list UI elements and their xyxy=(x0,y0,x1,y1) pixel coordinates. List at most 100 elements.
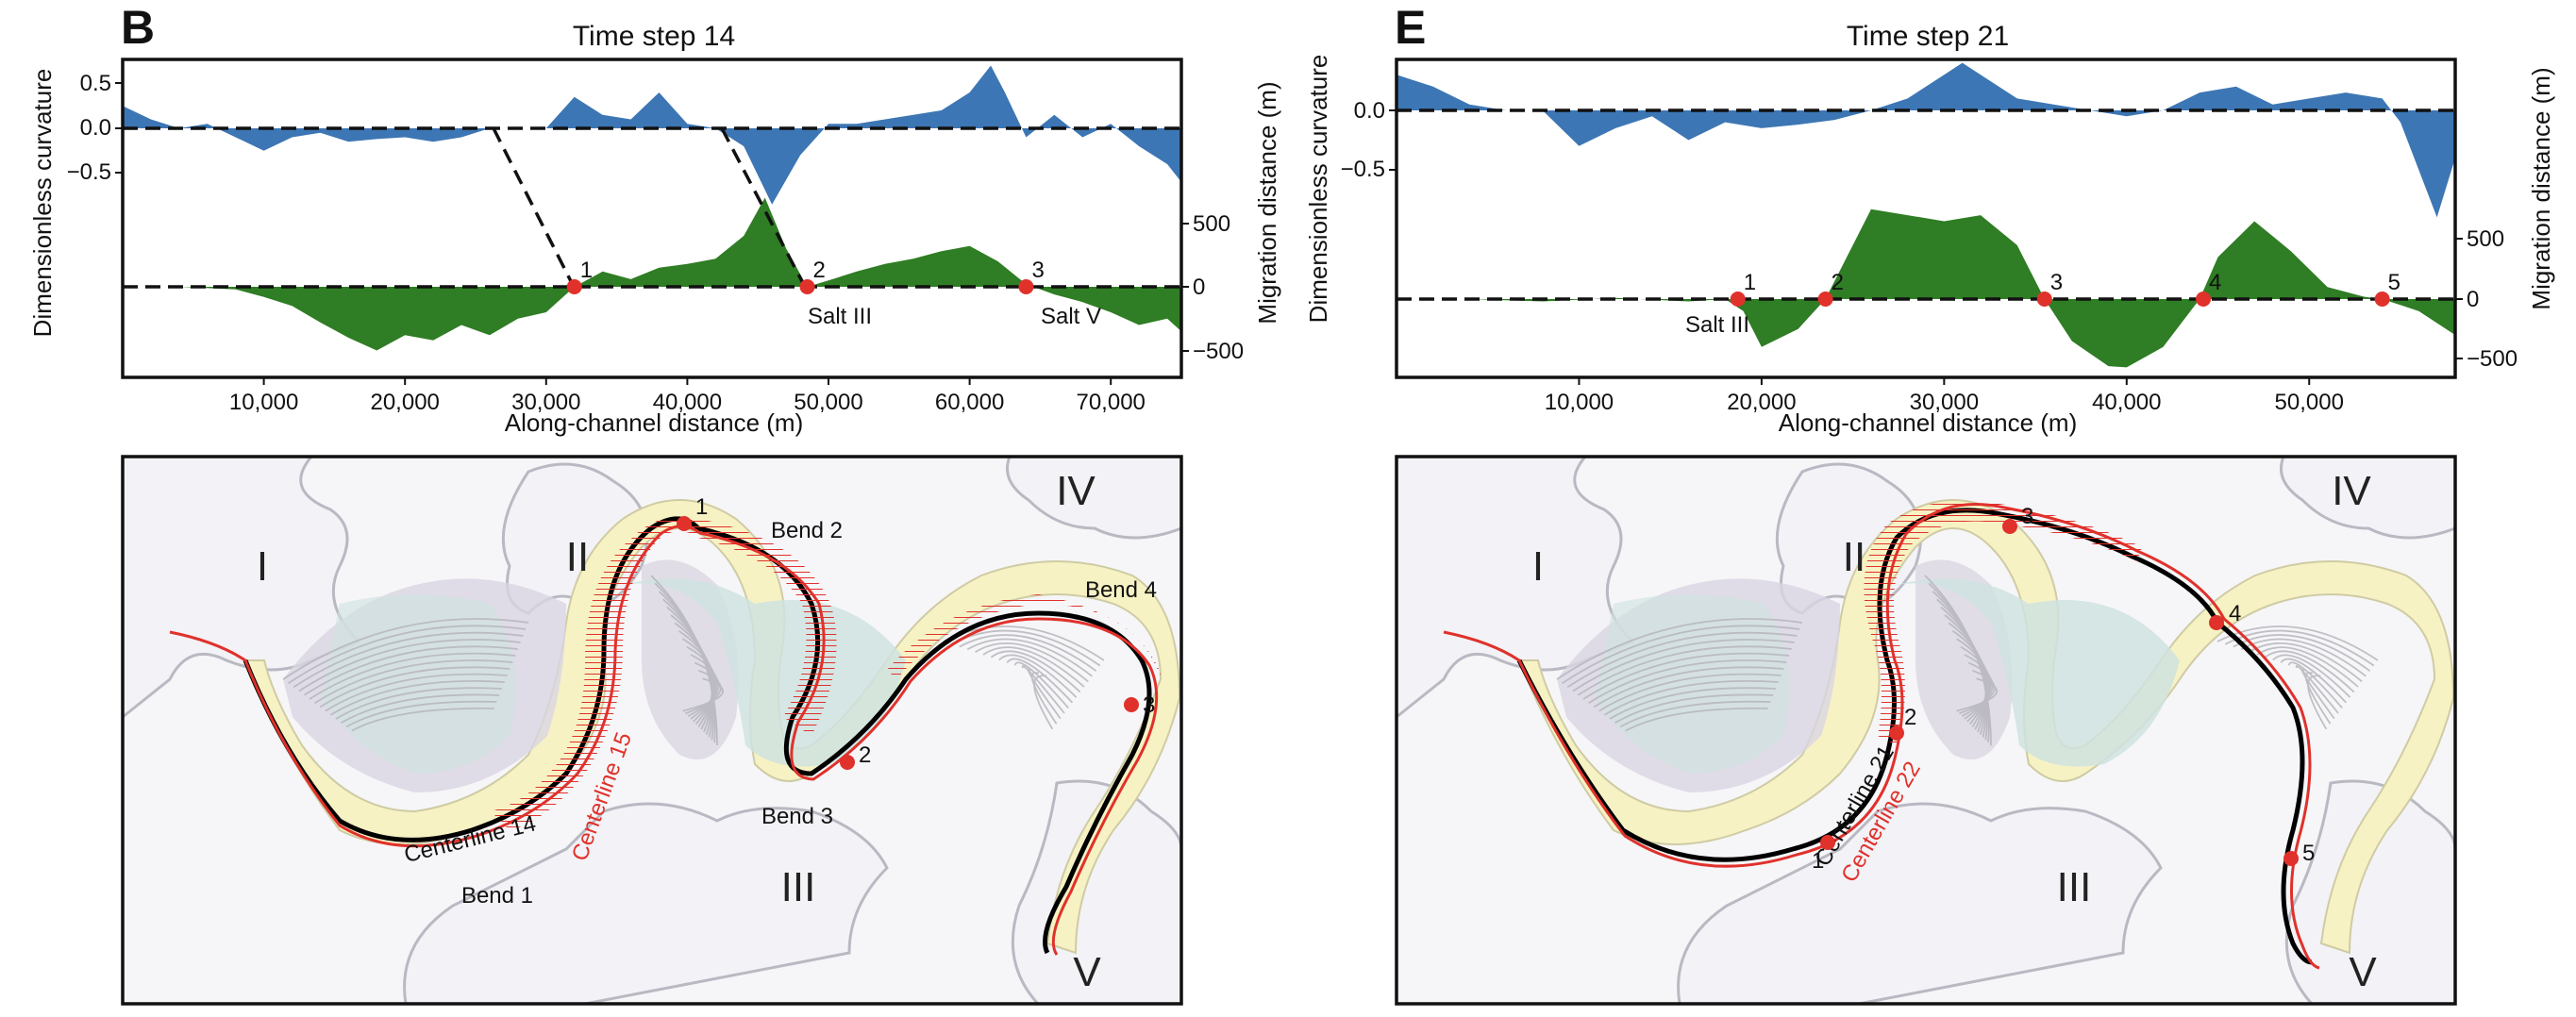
migration-series xyxy=(123,197,1181,351)
scroll-line xyxy=(1006,658,1074,704)
salt-label: Salt V xyxy=(1041,304,1101,329)
panel-letter: B xyxy=(121,1,155,54)
scroll-line xyxy=(341,693,500,724)
map-point xyxy=(2209,615,2224,630)
y-axis-label-left: Dimensionless curvature xyxy=(28,69,57,338)
curvature-series xyxy=(123,65,1181,205)
migration-series xyxy=(1397,208,2455,368)
x-tick-label: 10,000 xyxy=(229,390,298,415)
curvature-ticks: 0.0 −0.5 xyxy=(1341,98,1397,182)
scroll-line xyxy=(2272,654,2351,698)
salt-label-v: V xyxy=(1073,949,1101,995)
x-tick-label: 40,000 xyxy=(653,390,722,415)
map-point xyxy=(1124,697,1139,712)
migration-marker xyxy=(566,279,582,294)
migration-band xyxy=(491,516,1163,830)
map-point xyxy=(1820,835,1835,850)
x-tick-label: 20,000 xyxy=(370,390,439,415)
scroll-line xyxy=(2304,672,2332,725)
map-point xyxy=(2283,851,2299,866)
scroll-line xyxy=(2287,661,2343,709)
scroll-line xyxy=(351,707,494,732)
tick-label: 0.0 xyxy=(80,115,111,141)
x-tick-label: 10,000 xyxy=(1545,390,1614,415)
marker-label: 2 xyxy=(813,258,826,283)
scroll-line xyxy=(1960,645,1991,723)
map-point xyxy=(840,755,855,770)
scroll-line xyxy=(1961,661,1994,717)
scroll-line xyxy=(1556,618,1803,680)
scroll-line xyxy=(1566,631,1798,689)
marker-label: 1 xyxy=(1744,270,1756,295)
scroll-line xyxy=(329,679,505,716)
scroll-line xyxy=(335,687,503,720)
scroll-line xyxy=(975,642,1089,683)
map-point-label: 4 xyxy=(2229,601,2241,626)
salt-body-iii xyxy=(1677,802,2163,1004)
x-ticks: 10,000 20,000 30,000 40,000 50,000 60,000 70,0… xyxy=(229,377,1146,415)
chart-frame xyxy=(121,58,1183,379)
marker-label: 3 xyxy=(2050,270,2063,295)
salt-body-iii xyxy=(403,802,889,1004)
scroll-line xyxy=(1577,645,1792,696)
scroll-line xyxy=(2249,642,2363,683)
scroll-line xyxy=(1021,665,1065,714)
map-point xyxy=(1889,725,1904,741)
map-frame xyxy=(1395,455,2457,1006)
scroll-line xyxy=(2295,665,2339,714)
scroll-line xyxy=(293,631,524,689)
tick-label: −0.5 xyxy=(67,159,111,185)
map-point xyxy=(677,516,692,531)
tick-label: 500 xyxy=(2467,226,2504,252)
tick-label: 0.0 xyxy=(1354,98,1385,124)
scroll-line xyxy=(345,700,497,728)
salt-label-ii: II xyxy=(566,534,589,580)
scroll-line xyxy=(1030,672,1058,725)
tick-label: 0 xyxy=(1193,275,1205,300)
salt-label-i: I xyxy=(257,543,268,590)
y-axis-label-right: Migration distance (m) xyxy=(2527,67,2555,309)
x-axis-label: Along-channel distance (m) xyxy=(505,408,804,437)
scroll-line xyxy=(298,639,521,692)
panel-letter: E xyxy=(1395,1,1426,54)
connector-line xyxy=(720,127,807,288)
scroll-line xyxy=(2224,629,2375,667)
scroll-line xyxy=(1603,679,1779,716)
x-tick-label: 50,000 xyxy=(794,390,862,415)
migration-marker xyxy=(1817,292,1833,307)
tick-label: −500 xyxy=(1193,339,1244,364)
scroll-line xyxy=(1614,693,1774,724)
scroll-line xyxy=(1593,666,1784,709)
salt-label: Salt III xyxy=(808,304,872,329)
scroll-line xyxy=(1598,673,1781,712)
chart-title: Time step 21 xyxy=(1847,21,2009,52)
salt-body-iv xyxy=(2280,457,2455,540)
scroll-line xyxy=(282,618,529,680)
map-point-label: 5 xyxy=(2302,841,2315,866)
scroll-line xyxy=(2280,658,2348,704)
migration-marker xyxy=(1730,292,1746,307)
marker-layer: 1 2 3 xyxy=(566,258,1045,294)
scroll-line xyxy=(1562,625,1800,684)
map-e: I II III IV V Centerline 21 Centerline 2… xyxy=(1397,457,2455,1004)
map-b: I II III IV V Bend 1 Bend 2 Bend 3 Bend … xyxy=(123,457,1181,1004)
scroll-line xyxy=(682,677,725,712)
scroll-line xyxy=(1959,669,1996,715)
chart-frame xyxy=(1395,58,2457,379)
tick-label: 500 xyxy=(1193,211,1230,237)
salt-label: Salt III xyxy=(1685,312,1749,338)
scroll-line xyxy=(309,652,516,700)
scroll-line xyxy=(325,673,508,712)
scroll-line xyxy=(685,669,722,715)
scroll-line xyxy=(2307,675,2328,730)
bend-label: Bend 4 xyxy=(1085,577,1157,603)
curvature-ticks: 0.5 0.0 −0.5 xyxy=(67,71,123,185)
marker-label: 3 xyxy=(1031,258,1044,283)
panel-e: E Time step 21 Dimensionless curvature M… xyxy=(1304,1,2555,437)
scroll-line xyxy=(982,646,1085,688)
scroll-line xyxy=(2216,625,2379,661)
x-tick-label: 40,000 xyxy=(2092,390,2161,415)
marker-label: 4 xyxy=(2209,270,2221,295)
scroll-line xyxy=(959,634,1097,672)
marker-layer: 1 2 3 4 5 xyxy=(1730,270,2400,307)
